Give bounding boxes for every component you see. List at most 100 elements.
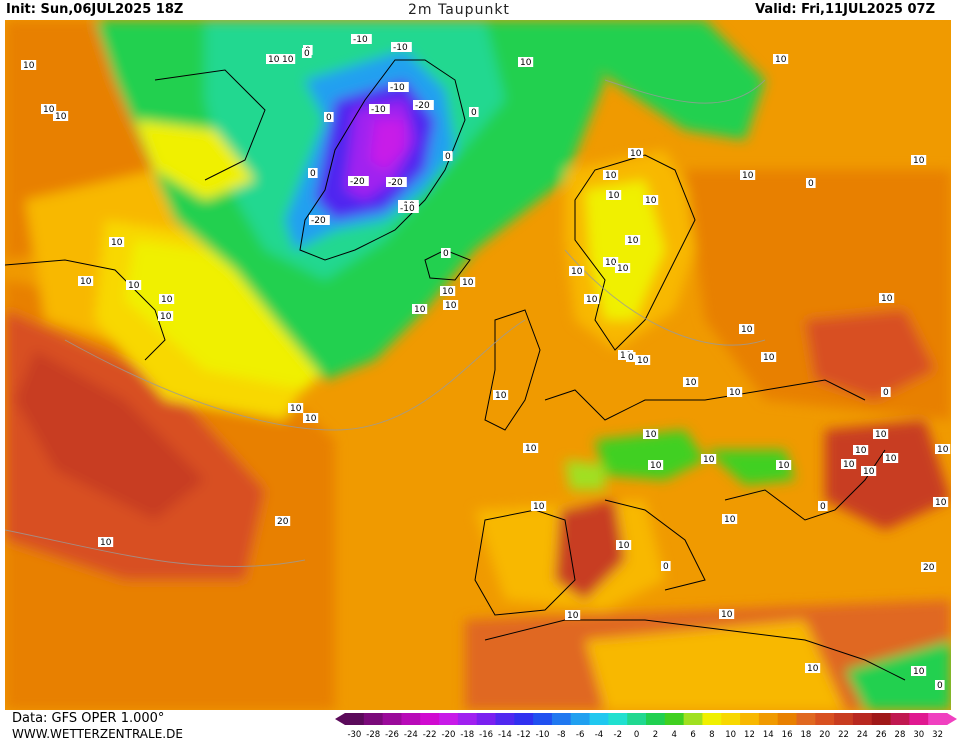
- legend-tick-label: -16: [479, 730, 493, 740]
- contour-label: -20: [311, 216, 326, 226]
- legend-swatch: [495, 713, 515, 725]
- contour-label: 10: [100, 538, 112, 548]
- contour-label-bg: [126, 280, 142, 290]
- contour-label-bg: [348, 176, 369, 186]
- legend-tick-label: 0: [634, 730, 639, 740]
- contour-label-bg: [351, 34, 372, 44]
- legend-tick-label: 2: [653, 730, 658, 740]
- contour-label: 10: [43, 105, 55, 115]
- contour-label: 10: [80, 277, 92, 287]
- init-time: Init: Sun,06JUL2025 18Z: [6, 2, 184, 17]
- contour-label-bg: [643, 195, 659, 205]
- legend-tick-label: 16: [782, 730, 793, 740]
- contour-label-bg: [643, 429, 659, 439]
- legend-tick-label: 22: [838, 730, 849, 740]
- contour-label-bg: [275, 516, 291, 526]
- legend-tick-label: 6: [690, 730, 695, 740]
- contour-label: 0: [326, 113, 332, 123]
- contour-label-bg: [386, 177, 407, 187]
- contour-label-bg: [626, 352, 636, 362]
- dewpoint-map: 101010-10-1010100010-10-200-10000-20-20-…: [5, 20, 951, 710]
- contour-label: 10: [525, 444, 537, 454]
- contour-label-bg: [523, 443, 539, 453]
- contour-label-bg: [911, 155, 927, 165]
- contour-label-bg: [628, 148, 644, 158]
- color-legend: -30 -28 -26 -24 -22 -20 -18 -16 -14 -12 -10 -8 -6 -4-…: [335, 713, 957, 740]
- legend-swatch: [514, 713, 534, 725]
- contour-label: 10: [627, 236, 639, 246]
- legend-swatch: [740, 713, 760, 725]
- contour-label-bg: [21, 60, 37, 70]
- contour-label: 10: [775, 55, 787, 65]
- contour-label-bg: [618, 350, 634, 360]
- contour-label-bg: [606, 190, 622, 200]
- legend-tick-label: 32: [932, 730, 943, 740]
- contour-label: -10: [371, 105, 386, 115]
- legend-tick-label: -18: [460, 730, 474, 740]
- legend-swatch: [721, 713, 741, 725]
- legend-tick-label: 28: [895, 730, 906, 740]
- contour-label-bg: [369, 104, 390, 114]
- contour-label-bg: [78, 276, 94, 286]
- data-source: Data: GFS OPER 1.000°: [12, 711, 165, 726]
- legend-swatch: [589, 713, 609, 725]
- legend-tick-label: -26: [385, 730, 399, 740]
- legend-swatch: [890, 713, 910, 725]
- contour-label-bg: [518, 57, 534, 67]
- contour-label-bg: [616, 540, 632, 550]
- legend-tick-label: -2: [614, 730, 622, 740]
- contour-label: 10: [495, 391, 507, 401]
- legend-tick-label: 4: [672, 730, 677, 740]
- contour-label-bg: [391, 42, 412, 52]
- legend-swatch: [363, 713, 384, 725]
- contour-label-bg: [818, 501, 828, 511]
- contour-labels: 101010-10-1010100010-10-200-10000-20-20-…: [21, 34, 951, 691]
- contour-label: 10: [282, 55, 294, 65]
- contour-label: 10: [608, 191, 620, 201]
- legend-tick-label: -12: [517, 730, 531, 740]
- legend-tick-label: -4: [595, 730, 603, 740]
- contour-label-bg: [719, 609, 735, 619]
- legend-swatch: [664, 713, 685, 725]
- contour-label: 10: [414, 305, 426, 315]
- contour-label-bg: [159, 294, 175, 304]
- legend-tick-label: 12: [744, 730, 755, 740]
- legend-swatch: [420, 713, 440, 725]
- contour-label-bg: [569, 266, 585, 276]
- contour-label-bg: [776, 460, 792, 470]
- contour-label: 10: [160, 312, 172, 322]
- legend-swatch: [777, 713, 797, 725]
- contour-label-bg: [443, 151, 453, 161]
- legend-tick-label: -8: [557, 730, 565, 740]
- contour-label-bg: [308, 168, 318, 178]
- contour-label: 0: [628, 353, 634, 363]
- contour-label: 10: [863, 467, 875, 477]
- contour-label: 0: [445, 152, 451, 162]
- contour-label: 10: [913, 667, 925, 677]
- contour-label: 10: [630, 149, 642, 159]
- contour-label-bg: [879, 293, 895, 303]
- legend-tick-label: -6: [576, 730, 584, 740]
- contour-label-bg: [460, 277, 476, 287]
- contour-label-bg: [933, 497, 949, 507]
- legend-swatch: [909, 713, 929, 725]
- contour-label-bg: [615, 263, 631, 273]
- contour-label-bg: [266, 54, 282, 64]
- contour-label: 0: [304, 49, 310, 59]
- legend-swatch: [834, 713, 854, 725]
- contour-label: 10: [586, 295, 598, 305]
- legend-tick-label: -20: [442, 730, 456, 740]
- contour-label-bg: [441, 248, 451, 258]
- contour-label: 10: [128, 281, 140, 291]
- contour-label-bg: [603, 257, 619, 267]
- contour-label-bg: [883, 453, 899, 463]
- contour-label: 0: [663, 562, 669, 572]
- legend-swatch: [457, 713, 478, 725]
- contour-label-bg: [911, 666, 927, 676]
- contour-label: 0: [820, 502, 826, 512]
- contour-label: 10: [290, 404, 302, 414]
- contour-label-bg: [41, 104, 57, 114]
- legend-swatch: [570, 713, 591, 725]
- contour-label-bg: [412, 304, 428, 314]
- contour-label-bg: [158, 311, 174, 321]
